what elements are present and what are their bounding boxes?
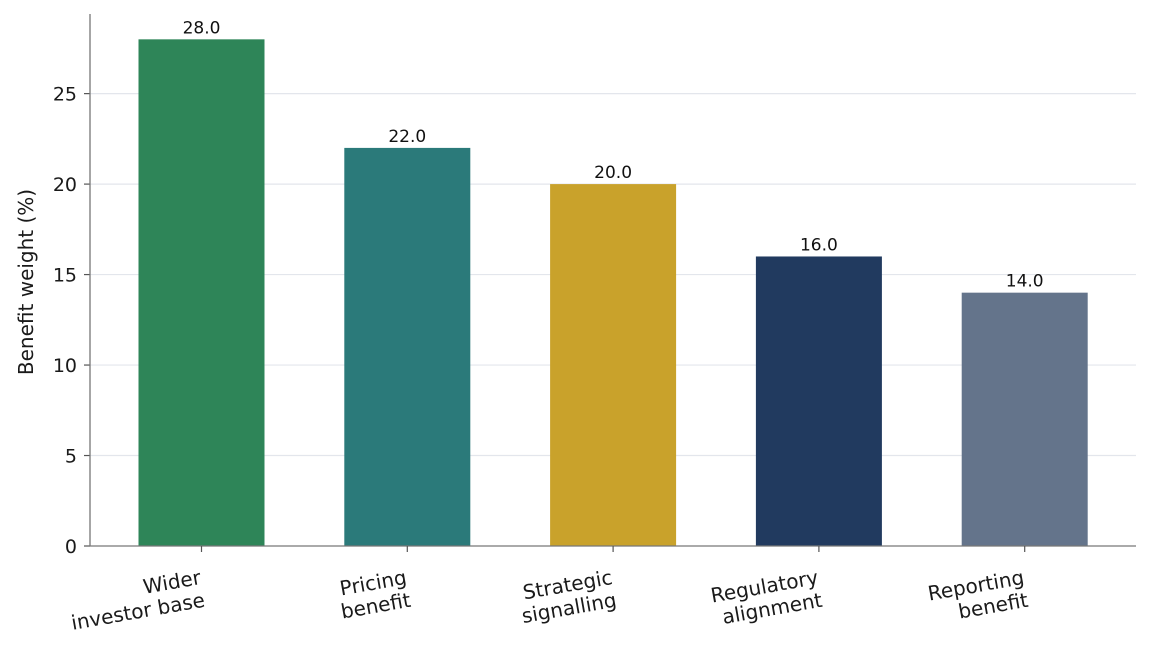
value-labels: 28.0 22.0 20.0 16.0 14.0 bbox=[183, 18, 1044, 291]
x-axis: Widerinvestor base Pricingbenefit Strategi… bbox=[65, 545, 1136, 635]
y-tick-label: 15 bbox=[53, 265, 77, 287]
x-tick-label: Strategicsignalling bbox=[516, 565, 618, 628]
data-label: 22.0 bbox=[388, 127, 426, 147]
data-label: 28.0 bbox=[183, 18, 221, 38]
y-tick-label: 5 bbox=[65, 446, 77, 468]
bar bbox=[344, 147, 471, 546]
y-axis: 0 5 10 15 20 25 bbox=[53, 14, 91, 558]
bar bbox=[550, 184, 677, 546]
data-label: 16.0 bbox=[800, 235, 838, 255]
x-tick-label: Reportingbenefit bbox=[926, 565, 1030, 628]
y-axis-title: Benefit weight (%) bbox=[14, 189, 38, 375]
y-tick-label: 0 bbox=[65, 536, 77, 558]
bar bbox=[961, 292, 1088, 546]
x-tick-label: Pricingbenefit bbox=[335, 565, 413, 624]
x-tick-label: Regulatoryalignment bbox=[709, 565, 824, 630]
bar bbox=[138, 39, 265, 546]
data-label: 14.0 bbox=[1006, 272, 1044, 292]
x-tick-label: Widerinvestor base bbox=[65, 565, 207, 635]
y-tick-label: 20 bbox=[53, 174, 77, 196]
y-tick-label: 10 bbox=[53, 355, 77, 377]
y-tick-label: 25 bbox=[53, 84, 77, 106]
bar bbox=[755, 256, 882, 546]
data-label: 20.0 bbox=[594, 163, 632, 183]
bars bbox=[138, 39, 1088, 546]
